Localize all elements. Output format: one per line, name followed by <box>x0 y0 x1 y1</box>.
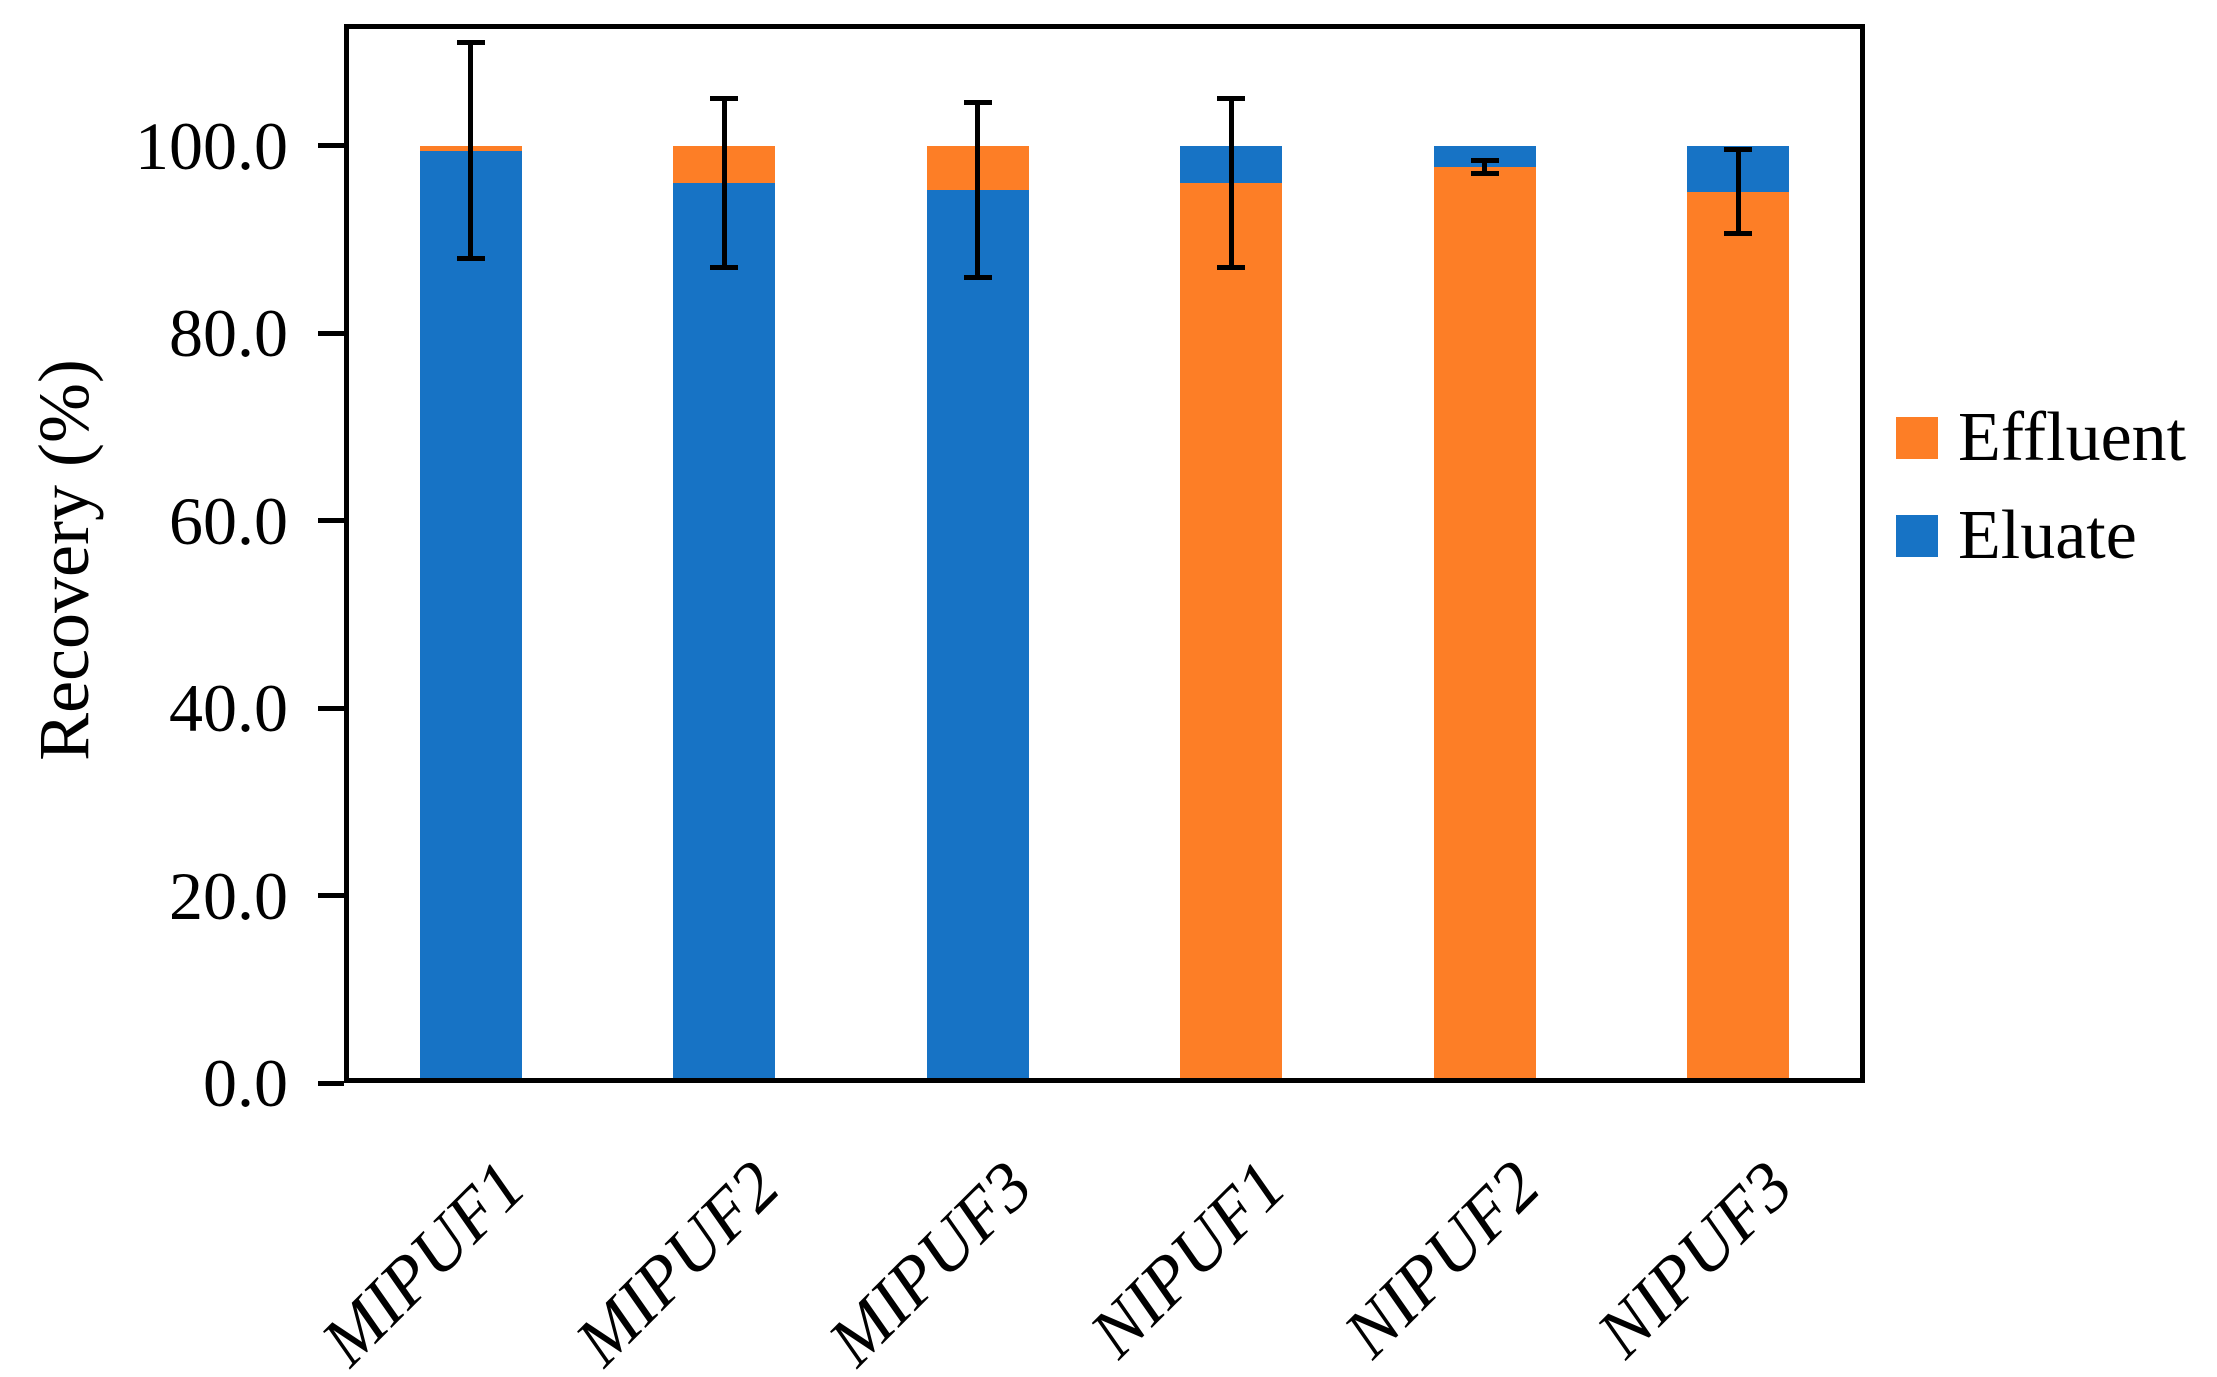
error-bar-line-mipuf3 <box>975 102 981 278</box>
legend-entry-effluent: Effluent <box>1896 400 2186 476</box>
error-bar-line-mipuf2 <box>721 98 727 268</box>
y-axis-tick-label: 100.0 <box>135 107 288 184</box>
error-bar-cap-bottom-nipuf3 <box>1724 231 1753 237</box>
error-bar-cap-bottom-nipuf1 <box>1217 265 1246 271</box>
error-bar-cap-bottom-mipuf3 <box>963 274 992 280</box>
error-bar-cap-top-nipuf1 <box>1217 96 1246 102</box>
x-axis-label-nipuf3: NIPUF3 <box>1582 1147 1808 1373</box>
y-axis-tick <box>318 330 344 336</box>
error-bar-cap-bottom-mipuf1 <box>456 255 485 261</box>
x-axis-label-mipuf3: MIPUF3 <box>814 1147 1048 1377</box>
plot-area <box>344 24 1865 1083</box>
legend-label-eluate: Eluate <box>1958 497 2137 574</box>
y-axis-tick <box>318 893 344 899</box>
bar-segment-eluate-mipuf3 <box>926 189 1029 1083</box>
legend-swatch-eluate-icon <box>1896 515 1938 557</box>
bar-segment-effluent-nipuf2 <box>1433 167 1536 1083</box>
error-bar-line-mipuf1 <box>468 42 474 259</box>
x-axis-label-mipuf1: MIPUF1 <box>307 1147 541 1377</box>
error-bar-line-nipuf3 <box>1735 149 1741 234</box>
legend-label-effluent: Effluent <box>1958 399 2187 476</box>
bar-segment-eluate-nipuf2 <box>1433 145 1536 168</box>
legend: Effluent Eluate <box>1896 400 2186 574</box>
error-bar-cap-top-nipuf2 <box>1470 158 1499 164</box>
legend-swatch-effluent-icon <box>1896 417 1938 459</box>
y-axis-tick <box>318 705 344 711</box>
y-axis-tick-label: 0.0 <box>203 1045 288 1121</box>
bar-segment-eluate-mipuf2 <box>673 183 776 1083</box>
error-bar-cap-bottom-nipuf2 <box>1470 171 1499 177</box>
x-axis-label-nipuf1: NIPUF1 <box>1075 1147 1301 1373</box>
y-axis-tick <box>318 1080 344 1086</box>
error-bar-cap-bottom-mipuf2 <box>710 265 739 271</box>
error-bar-cap-top-mipuf3 <box>963 100 992 106</box>
x-axis-label-nipuf2: NIPUF2 <box>1329 1147 1555 1373</box>
bar-segment-effluent-nipuf3 <box>1687 191 1790 1083</box>
y-axis-tick-label: 20.0 <box>169 857 288 934</box>
error-bar-line-nipuf1 <box>1228 98 1234 268</box>
x-axis-label-mipuf2: MIPUF2 <box>560 1147 794 1377</box>
bar-segment-eluate-mipuf1 <box>419 150 522 1083</box>
y-axis-tick-label: 80.0 <box>169 295 288 372</box>
y-axis-tick-label: 60.0 <box>169 482 288 559</box>
error-bar-cap-top-mipuf1 <box>456 40 485 46</box>
error-bar-cap-top-mipuf2 <box>710 96 739 102</box>
y-axis-tick <box>318 143 344 149</box>
legend-entry-eluate: Eluate <box>1896 498 2186 574</box>
y-axis-tick <box>318 518 344 524</box>
error-bar-cap-top-nipuf3 <box>1724 147 1753 153</box>
y-axis-tick-label: 40.0 <box>169 670 288 747</box>
bar-segment-effluent-nipuf1 <box>1180 183 1283 1083</box>
error-bar-line-nipuf2 <box>1482 160 1488 174</box>
